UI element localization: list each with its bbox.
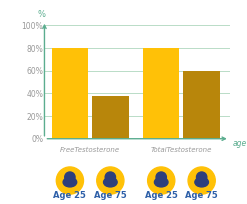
Ellipse shape — [97, 167, 124, 194]
Ellipse shape — [56, 167, 83, 194]
Bar — [183, 71, 220, 139]
Ellipse shape — [156, 172, 166, 182]
Ellipse shape — [63, 177, 77, 187]
Text: TotalTestosterone: TotalTestosterone — [151, 147, 212, 153]
Bar — [92, 96, 129, 139]
Ellipse shape — [103, 177, 117, 187]
Ellipse shape — [195, 177, 208, 187]
Bar — [143, 48, 180, 139]
Text: age: age — [232, 139, 247, 148]
Text: Age 75: Age 75 — [185, 191, 218, 200]
Text: Age 25: Age 25 — [145, 191, 178, 200]
Ellipse shape — [154, 177, 168, 187]
Ellipse shape — [197, 172, 207, 182]
Text: Age 75: Age 75 — [94, 191, 127, 200]
Text: %: % — [38, 10, 46, 19]
Ellipse shape — [188, 167, 215, 194]
Ellipse shape — [65, 172, 75, 182]
Text: Age 25: Age 25 — [53, 191, 86, 200]
Bar — [52, 48, 88, 139]
Text: FreeTestosterone: FreeTestosterone — [60, 147, 120, 153]
Ellipse shape — [105, 172, 116, 182]
Ellipse shape — [148, 167, 175, 194]
